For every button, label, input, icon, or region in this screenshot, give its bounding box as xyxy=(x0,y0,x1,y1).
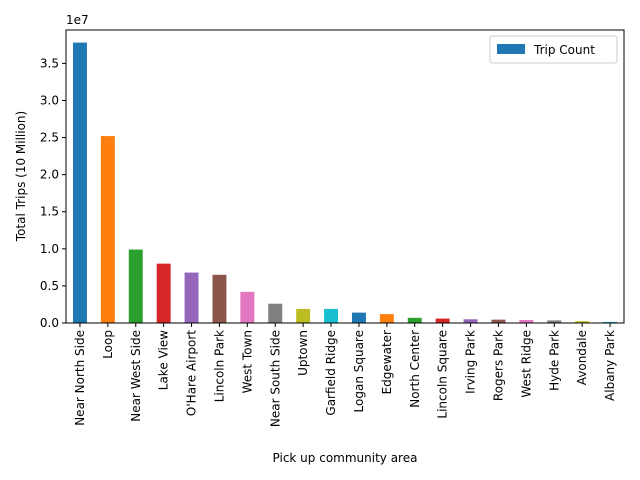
x-tick-label: Near West Side xyxy=(129,330,143,422)
legend-label: Trip Count xyxy=(533,43,595,57)
bar-14 xyxy=(463,319,478,323)
legend: Trip Count xyxy=(489,35,618,64)
x-tick-label: North Center xyxy=(408,330,422,408)
bar-17 xyxy=(547,320,562,323)
x-tick-label: Hyde Park xyxy=(547,330,561,391)
plot-frame xyxy=(65,29,625,324)
y-tick-label: 1.0 xyxy=(40,242,59,256)
bar-2 xyxy=(128,249,143,323)
bar-9 xyxy=(324,308,339,323)
bar-4 xyxy=(184,272,199,323)
x-tick-label: Albany Park xyxy=(603,330,617,401)
bar-16 xyxy=(519,320,534,323)
bar-12 xyxy=(407,317,422,323)
bar-18 xyxy=(575,321,590,323)
x-tick-label: West Town xyxy=(240,330,254,393)
y-tick-label: 2.5 xyxy=(40,131,59,145)
x-tick-label: Near South Side xyxy=(268,330,282,427)
bar-0 xyxy=(72,42,87,324)
bar-5 xyxy=(212,274,227,323)
y-tick-label: 3.0 xyxy=(40,93,59,107)
x-tick-label: Lake View xyxy=(157,330,171,390)
bar-10 xyxy=(351,312,366,323)
y-tick-label: 1.5 xyxy=(40,205,59,219)
x-tick-label: Garfield Ridge xyxy=(324,330,338,416)
bar-8 xyxy=(296,308,311,323)
x-tick-label: Rogers Park xyxy=(491,330,505,401)
x-tick-label: Avondale xyxy=(575,330,589,385)
bar-11 xyxy=(379,314,394,323)
x-axis-label: Pick up community area xyxy=(273,451,418,465)
y-tick-label: 0.0 xyxy=(40,316,59,330)
x-tick-label: Lincoln Park xyxy=(212,330,226,402)
x-tick-label: Irving Park xyxy=(464,330,478,394)
x-tick-label: Near North Side xyxy=(73,330,87,426)
bar-6 xyxy=(240,291,255,323)
x-axis: Near North Side Loop Near West Side Lake Vi… xyxy=(73,323,617,427)
x-tick-label: O'Hare Airport xyxy=(185,330,199,416)
bars-group xyxy=(72,42,618,324)
y-offset-text: 1e7 xyxy=(66,13,89,27)
legend-box xyxy=(489,35,618,64)
y-axis-label: Total Trips (10 Million) xyxy=(14,111,28,242)
y-tick-label: 2.0 xyxy=(40,168,59,182)
y-tick-label: 0.5 xyxy=(40,279,59,293)
x-tick-label: Lincoln Square xyxy=(436,330,450,419)
x-tick-label: Logan Square xyxy=(352,330,366,412)
x-tick-label: Loop xyxy=(101,330,115,359)
y-axis: 0.0 0.5 1.0 1.5 2.0 2.5 3.0 3.5 xyxy=(40,56,66,330)
legend-swatch xyxy=(497,44,525,54)
bar-19 xyxy=(603,321,618,323)
bar-15 xyxy=(491,319,506,323)
bar-13 xyxy=(435,318,450,323)
bar-3 xyxy=(156,263,171,323)
x-tick-label: Edgewater xyxy=(380,330,394,394)
bar-7 xyxy=(268,303,283,323)
plot-background xyxy=(66,30,624,323)
y-tick-label: 3.5 xyxy=(40,56,59,70)
x-tick-label: West Ridge xyxy=(519,330,533,398)
x-tick-label: Uptown xyxy=(296,330,310,376)
bar-1 xyxy=(100,136,115,323)
